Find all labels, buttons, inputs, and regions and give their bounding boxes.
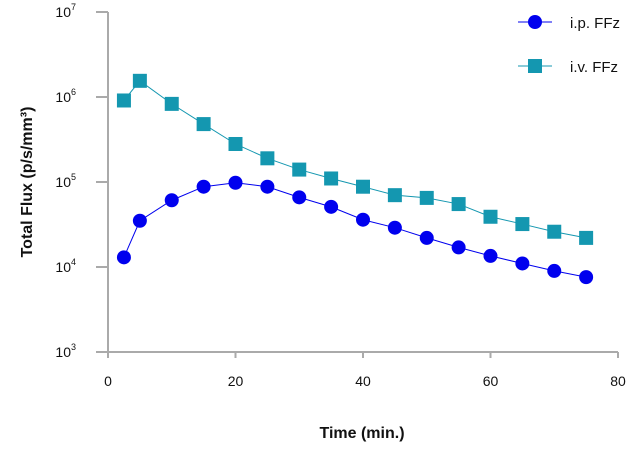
series-line (123, 182, 587, 278)
legend-marker (528, 59, 542, 73)
data-point (515, 217, 530, 232)
data-point (483, 209, 498, 224)
data-point (419, 230, 434, 245)
data-point (228, 175, 243, 190)
y-tick-label: 104 (55, 257, 76, 275)
data-point (515, 256, 530, 271)
data-point (260, 151, 275, 166)
data-point (356, 179, 370, 194)
data-point (356, 212, 370, 227)
series-line (123, 80, 587, 239)
data-point (116, 250, 131, 265)
data-point (292, 162, 307, 177)
y-tick-label: 106 (55, 87, 76, 105)
data-point (132, 73, 147, 88)
x-tick-label: 40 (355, 373, 371, 389)
data-point (419, 190, 434, 205)
y-tick-label: 105 (55, 172, 76, 190)
x-tick-label: 0 (104, 373, 112, 389)
y-axis-label: Total Flux (p/s/mm³) (19, 107, 36, 258)
y-tick-label: 103 (55, 342, 76, 360)
data-point (260, 179, 275, 194)
data-point (164, 193, 179, 208)
data-point (579, 270, 594, 285)
data-point (483, 248, 498, 263)
data-point (228, 136, 243, 151)
x-axis-label: Time (min.) (319, 425, 404, 442)
data-point (324, 199, 339, 214)
data-point (387, 188, 402, 203)
data-point (164, 96, 179, 111)
x-tick-label: 60 (483, 373, 499, 389)
data-point (292, 190, 307, 205)
legend-label: i.v. FFz (570, 59, 618, 76)
data-point (451, 197, 466, 212)
data-point (547, 224, 562, 239)
data-point (196, 117, 211, 132)
data-point (579, 230, 594, 245)
x-tick-label: 80 (610, 373, 626, 389)
data-point (324, 171, 339, 186)
legend-marker (528, 15, 542, 29)
data-point (196, 179, 211, 194)
legend-label: i.p. FFz (570, 15, 620, 32)
data-point (116, 93, 131, 108)
data-point (547, 263, 562, 278)
y-tick-label: 107 (55, 2, 76, 20)
x-tick-label: 20 (228, 373, 244, 389)
data-point (451, 240, 466, 255)
data-point (387, 220, 402, 235)
data-point (132, 213, 147, 228)
